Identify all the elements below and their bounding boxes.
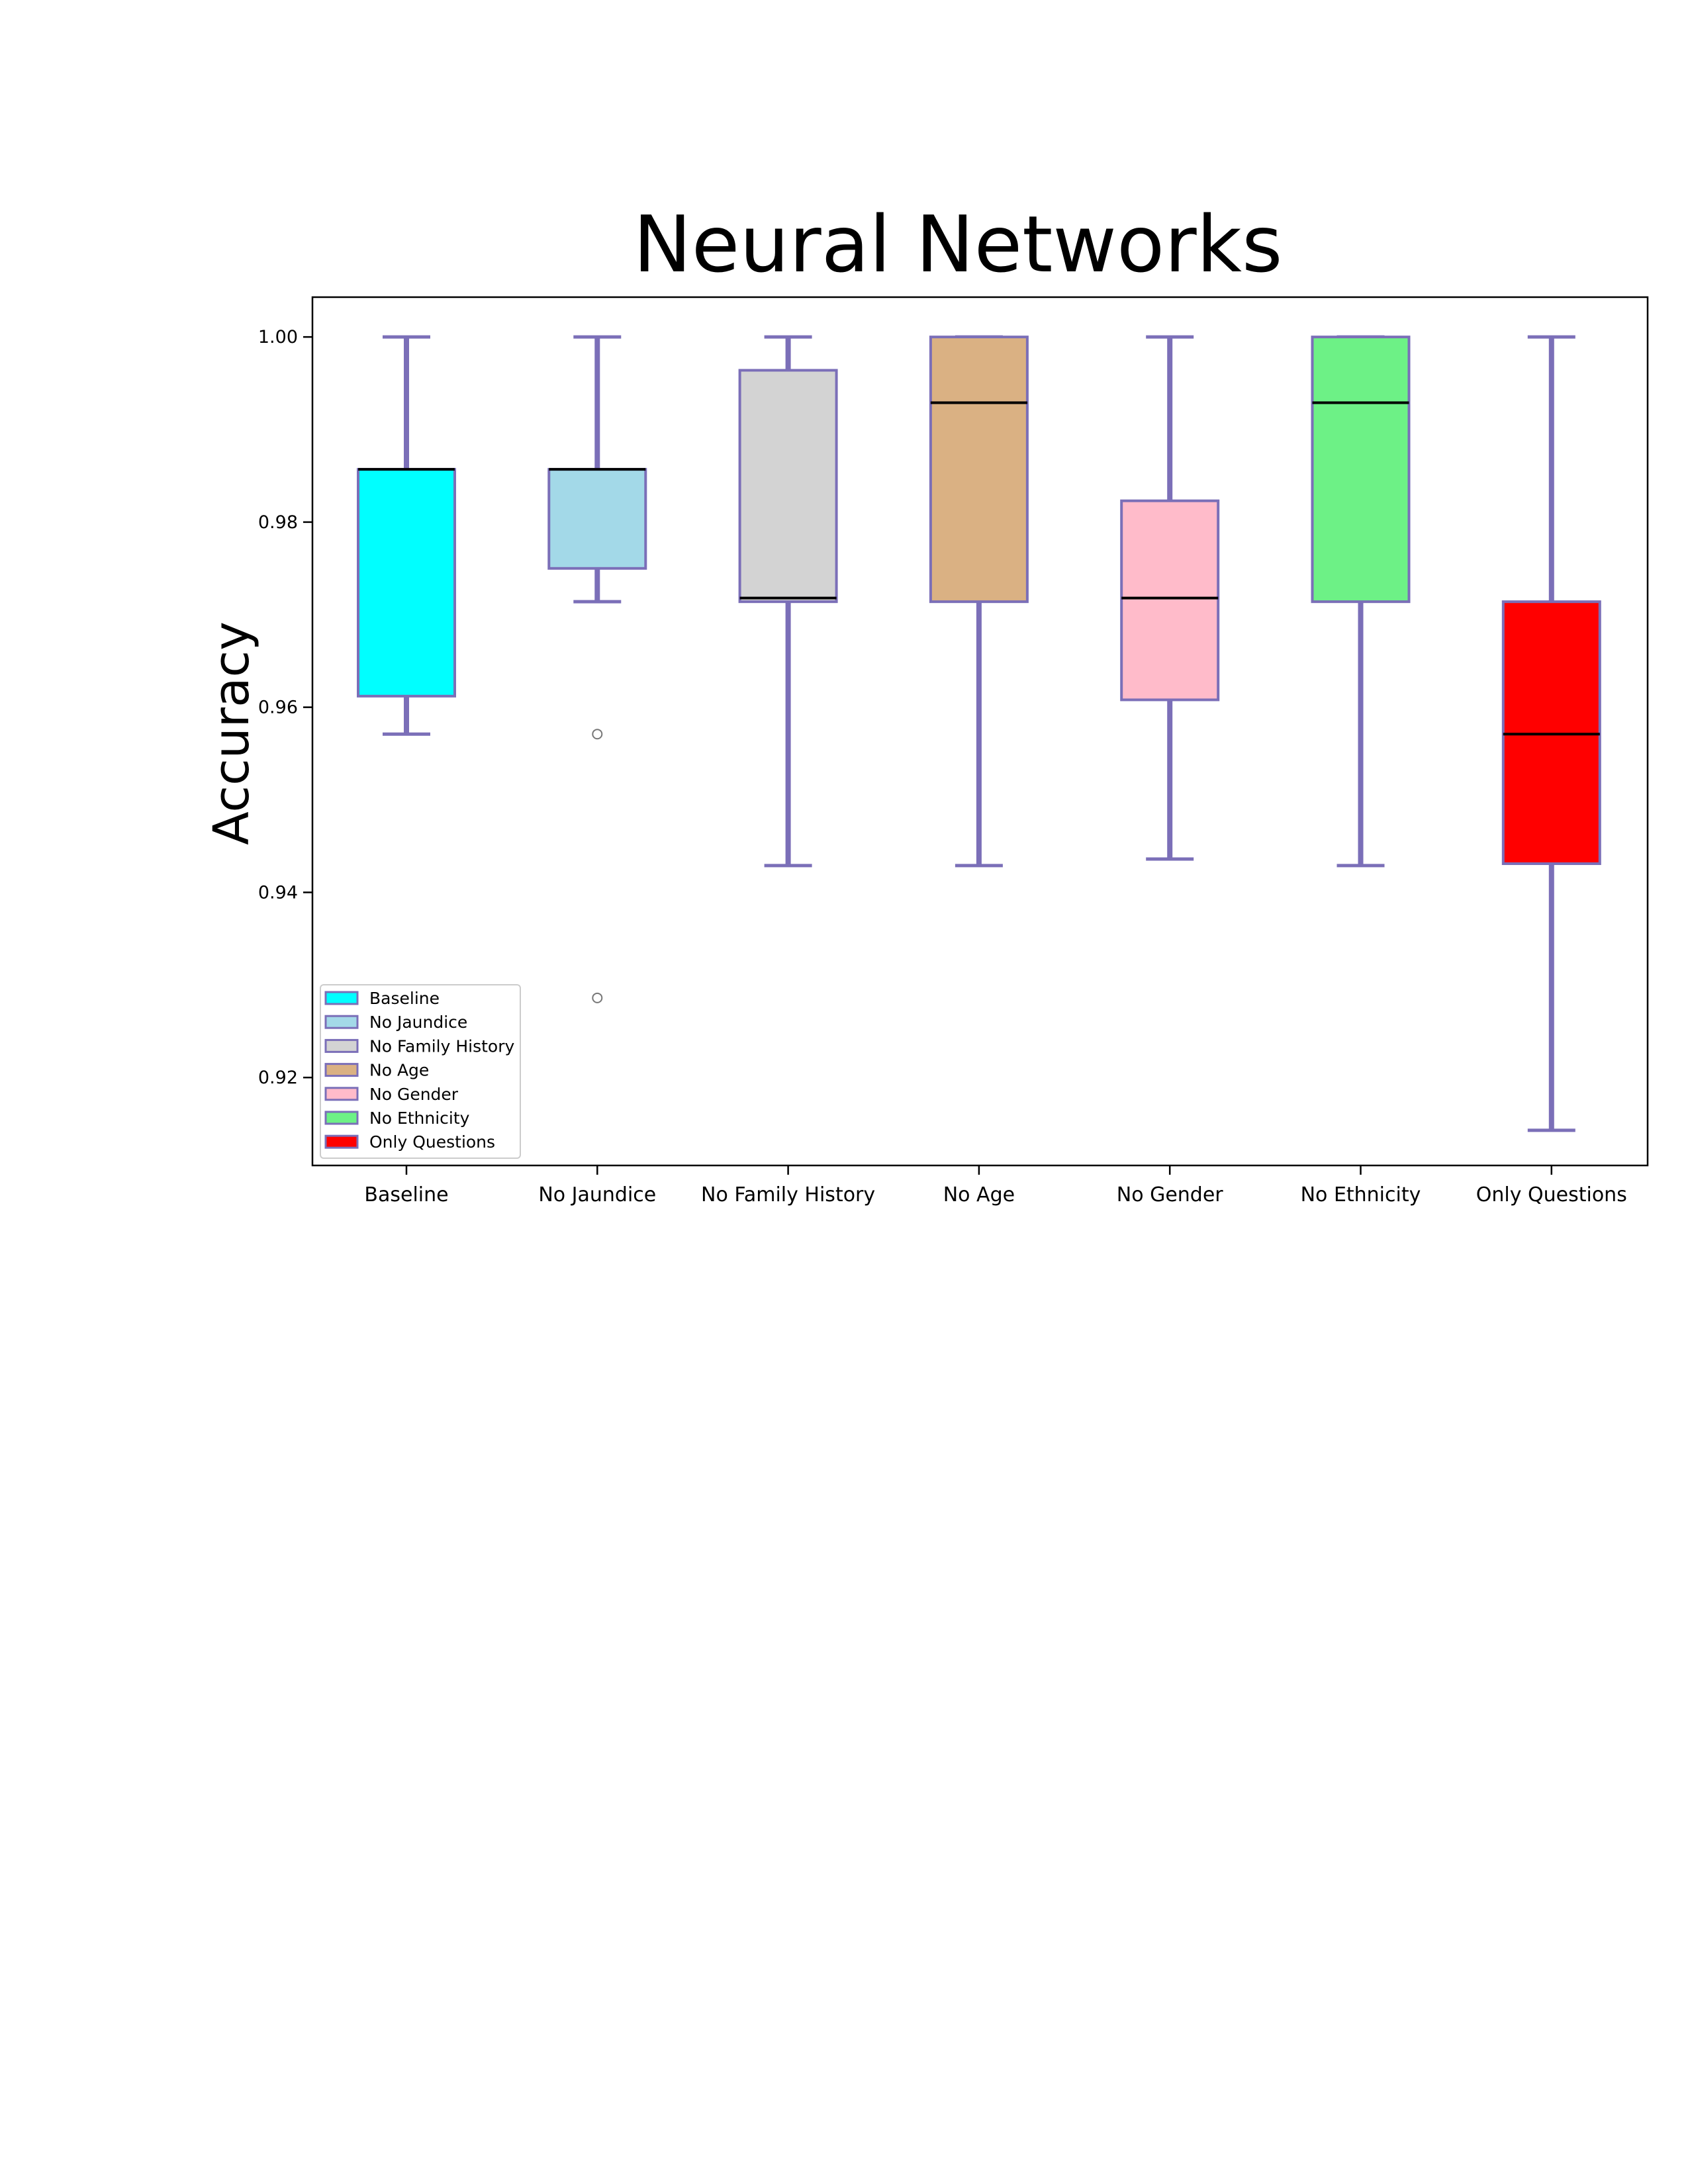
legend-swatch [324,1134,359,1149]
y-axis-label: Accuracy [203,621,260,845]
legend-swatch [324,1087,359,1101]
outlier-point [592,729,603,740]
legend-entry: No Gender [369,1085,459,1104]
legend-entry: No Age [369,1061,429,1080]
box-series [357,335,1601,1132]
chart-title: Neural Networks [633,199,1283,290]
outlier-point [592,992,603,1003]
x-axis-ticks: Baseline No Jaundice No Family History No A… [364,1165,1627,1206]
legend-swatch [324,1015,359,1029]
x-tick-label: No Age [943,1183,1015,1206]
y-tick-label: 0.98 [258,512,298,533]
legend-entry: Baseline [369,989,440,1008]
legend-frame [320,984,521,1159]
x-tick-label: No Family History [701,1183,875,1206]
plot-area-frame [311,296,1649,1167]
box-only-questions [1501,335,1601,1132]
y-axis-ticks: 0.92 0.94 0.96 0.98 1.00 [258,327,312,1088]
box-body [357,468,456,698]
box-body [1311,336,1411,604]
box-baseline [357,335,456,736]
legend-swatch [324,991,359,1005]
legend-entry: No Ethnicity [369,1109,470,1128]
box-no-family-history [738,335,838,868]
legend-swatch [324,1063,359,1077]
x-tick-label: Baseline [364,1183,448,1206]
x-tick-label: No Jaundice [538,1183,656,1206]
box-no-age [929,335,1029,868]
legend-entry: Only Questions [369,1132,495,1152]
box-no-ethnicity [1311,335,1411,868]
legend-entry: No Jaundice [369,1013,467,1032]
legend-entry: No Family History [369,1036,514,1056]
box-no-gender [1120,335,1220,861]
y-tick-label: 0.94 [258,882,298,903]
box-body [1120,499,1220,702]
x-tick-label: No Ethnicity [1301,1183,1421,1206]
legend: Baseline No Jaundice No Family History No A… [320,984,521,1159]
box-body [547,468,647,570]
y-tick-label: 0.92 [258,1068,298,1088]
legend-swatch [324,1111,359,1125]
y-tick-label: 1.00 [258,327,298,347]
box-body [1501,600,1601,866]
legend-swatch [324,1038,359,1053]
x-tick-label: Only Questions [1476,1183,1627,1206]
box-body [738,369,838,604]
box-no-jaundice [547,335,647,1003]
box-body [929,336,1029,604]
y-tick-label: 0.96 [258,698,298,718]
x-tick-label: No Gender [1117,1183,1224,1206]
